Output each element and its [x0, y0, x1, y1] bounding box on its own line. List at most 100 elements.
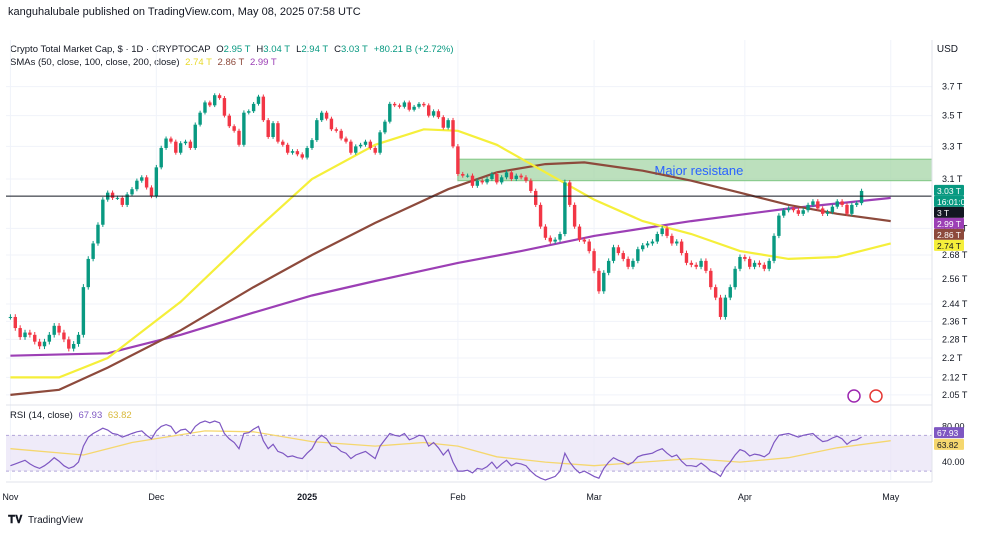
ohlc-item: H3.04 T: [256, 44, 291, 55]
candle: [417, 103, 421, 107]
candle: [621, 253, 625, 259]
candle: [738, 256, 742, 269]
price-tick-label: 3.5 T: [942, 111, 963, 121]
candle: [285, 144, 290, 153]
candle: [407, 102, 411, 110]
candle: [193, 124, 197, 148]
price-tag-label: 2.99 T: [937, 219, 961, 229]
candle: [743, 256, 747, 259]
candle: [271, 123, 275, 137]
candle: [140, 177, 144, 181]
price-tag-label: 2.86 T: [937, 230, 961, 240]
candle: [670, 235, 674, 244]
candle: [91, 243, 95, 259]
candle: [606, 260, 611, 273]
tradingview-footer[interactable]: 𝐓𝐕 TradingView: [8, 514, 83, 527]
candle: [378, 132, 382, 153]
price-tag: [934, 217, 964, 229]
candle: [709, 270, 713, 288]
candle: [251, 103, 256, 112]
rsi-legend[interactable]: RSI (14, close) 67.93 63.82: [10, 410, 135, 421]
rsi-value: 67.93: [78, 410, 103, 421]
candle: [169, 138, 173, 142]
candle: [499, 177, 504, 183]
candle: [247, 111, 251, 113]
candle: [8, 316, 13, 318]
candle: [650, 241, 655, 244]
footer-brand: TradingView: [28, 515, 84, 526]
candle: [23, 332, 27, 338]
candle: [748, 258, 752, 267]
candle: [475, 180, 480, 186]
candle: [572, 204, 577, 227]
publisher-note: kanguhalubale published on TradingView.c…: [8, 6, 361, 18]
candle: [198, 112, 202, 125]
candle: [679, 241, 684, 254]
candle: [213, 95, 217, 106]
candle: [733, 268, 737, 288]
lightning-icon: [847, 389, 861, 403]
candle: [694, 264, 698, 267]
time-tick-label: 2025: [297, 492, 317, 502]
candle: [256, 96, 261, 104]
candle: [324, 112, 329, 119]
candle: [315, 120, 319, 141]
candle: [597, 270, 601, 292]
candle: [509, 172, 514, 180]
candle: [777, 215, 781, 236]
candle: [855, 203, 859, 205]
candle: [490, 173, 494, 180]
candle: [441, 117, 445, 128]
rsi-label: RSI (14, close): [10, 410, 73, 421]
candle: [631, 260, 635, 267]
price-tag: [934, 195, 964, 207]
candle: [203, 102, 207, 113]
time-tick-label: May: [882, 492, 900, 502]
candle: [339, 130, 343, 139]
candle: [728, 287, 732, 298]
candle: [704, 260, 708, 271]
price-tag: [934, 239, 964, 251]
candle: [436, 111, 441, 118]
candle: [801, 210, 805, 214]
candle: [334, 129, 338, 131]
candle: [373, 147, 377, 153]
candle: [261, 96, 266, 121]
candle: [208, 102, 212, 106]
candle: [752, 262, 757, 267]
symbol-legend: Crypto Total Market Cap, $ · 1D · CRYPTO…: [10, 44, 463, 55]
candle: [568, 182, 572, 205]
candle: [713, 287, 718, 298]
candle: [757, 262, 762, 265]
candle: [188, 141, 193, 148]
candle: [120, 197, 124, 205]
rsi-tick-label: 40.00: [942, 457, 965, 467]
candle: [159, 147, 163, 168]
candle: [28, 332, 32, 335]
candle: [135, 180, 139, 190]
price-tick-label: 2.05 T: [942, 390, 968, 400]
candle: [174, 141, 178, 153]
sma-legend[interactable]: SMAs (50, close, 100, close, 200, close)…: [10, 57, 280, 68]
candle: [242, 112, 246, 145]
candle: [310, 140, 314, 148]
price-tag-label: 2.74 T: [937, 241, 961, 251]
candle: [281, 141, 285, 145]
sma50-value: 2.74 T: [185, 57, 212, 68]
time-tick-label: Apr: [738, 492, 752, 502]
currency-label[interactable]: USD: [936, 44, 958, 55]
candle: [178, 143, 183, 153]
candle: [368, 141, 373, 148]
candle: [144, 177, 149, 188]
candle: [397, 105, 402, 107]
candle: [791, 208, 796, 211]
price-tick-label: 2.44 T: [942, 299, 968, 309]
candle: [796, 210, 801, 214]
candle: [811, 201, 815, 205]
candle: [115, 197, 120, 199]
candle: [276, 123, 280, 142]
time-tick-label: Dec: [148, 492, 165, 502]
candle: [96, 224, 100, 244]
candle: [232, 126, 236, 131]
